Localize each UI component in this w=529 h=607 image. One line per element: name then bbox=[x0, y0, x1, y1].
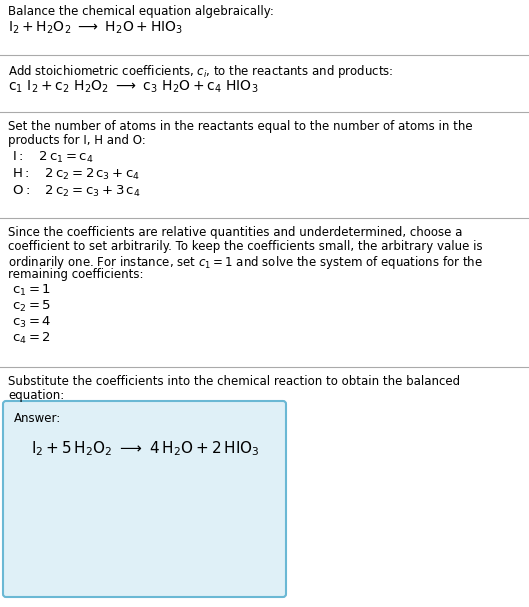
Text: Since the coefficients are relative quantities and underdetermined, choose a: Since the coefficients are relative quan… bbox=[8, 226, 462, 239]
Text: remaining coefficients:: remaining coefficients: bbox=[8, 268, 143, 281]
Text: $\mathrm{c_2 = 5}$: $\mathrm{c_2 = 5}$ bbox=[12, 299, 51, 314]
Text: $\mathrm{I_2 + 5\,H_2O_2 \ \longrightarrow \ 4\,H_2O + 2\,HIO_3}$: $\mathrm{I_2 + 5\,H_2O_2 \ \longrightarr… bbox=[31, 439, 260, 458]
Text: $\mathrm{O:\ \ \ 2\,c_2 = c_3 + 3\,c_4}$: $\mathrm{O:\ \ \ 2\,c_2 = c_3 + 3\,c_4}$ bbox=[12, 184, 141, 199]
FancyBboxPatch shape bbox=[3, 401, 286, 597]
Text: $\mathrm{c_4 = 2}$: $\mathrm{c_4 = 2}$ bbox=[12, 331, 51, 346]
Text: Add stoichiometric coefficients, $c_i$, to the reactants and products:: Add stoichiometric coefficients, $c_i$, … bbox=[8, 63, 394, 80]
Text: ordinarily one. For instance, set $c_1 = 1$ and solve the system of equations fo: ordinarily one. For instance, set $c_1 =… bbox=[8, 254, 483, 271]
Text: Answer:: Answer: bbox=[14, 412, 61, 425]
Text: products for I, H and O:: products for I, H and O: bbox=[8, 134, 146, 147]
Text: $\mathrm{c_1 = 1}$: $\mathrm{c_1 = 1}$ bbox=[12, 283, 51, 298]
Text: Set the number of atoms in the reactants equal to the number of atoms in the: Set the number of atoms in the reactants… bbox=[8, 120, 472, 133]
Text: $\mathrm{I_2 + H_2O_2 \ \longrightarrow \ H_2O + HIO_3}$: $\mathrm{I_2 + H_2O_2 \ \longrightarrow … bbox=[8, 20, 183, 36]
Text: coefficient to set arbitrarily. To keep the coefficients small, the arbitrary va: coefficient to set arbitrarily. To keep … bbox=[8, 240, 482, 253]
Text: Substitute the coefficients into the chemical reaction to obtain the balanced: Substitute the coefficients into the che… bbox=[8, 375, 460, 388]
Text: equation:: equation: bbox=[8, 389, 64, 402]
Text: $\mathrm{I:\ \ \ 2\,c_1 = c_4}$: $\mathrm{I:\ \ \ 2\,c_1 = c_4}$ bbox=[12, 150, 94, 165]
Text: $\mathrm{H:\ \ \ 2\,c_2 = 2\,c_3 + c_4}$: $\mathrm{H:\ \ \ 2\,c_2 = 2\,c_3 + c_4}$ bbox=[12, 167, 140, 182]
Text: Balance the chemical equation algebraically:: Balance the chemical equation algebraica… bbox=[8, 5, 274, 18]
Text: $\mathrm{c_3 = 4}$: $\mathrm{c_3 = 4}$ bbox=[12, 315, 51, 330]
Text: $\mathrm{c_1\ I_2 + c_2\ H_2O_2 \ \longrightarrow \ c_3\ H_2O + c_4\ HIO_3}$: $\mathrm{c_1\ I_2 + c_2\ H_2O_2 \ \longr… bbox=[8, 79, 259, 95]
